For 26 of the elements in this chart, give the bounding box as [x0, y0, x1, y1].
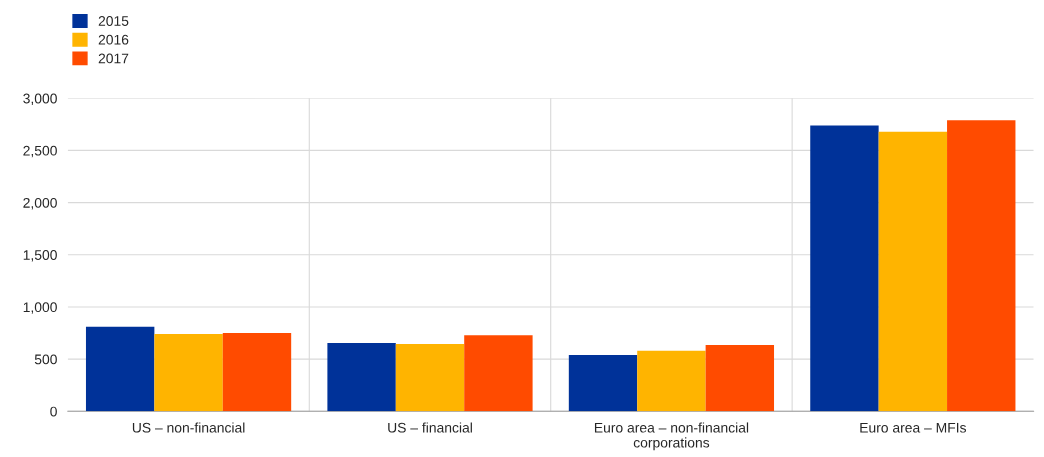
bar [810, 125, 879, 412]
bar [85, 326, 155, 412]
bar [327, 342, 396, 412]
bar [705, 345, 775, 412]
bar [395, 344, 465, 412]
legend-label: 2016 [98, 34, 129, 45]
x-tick-label: Euro area – non-financial corporations [594, 422, 749, 451]
y-tick-label: 1,000 [23, 302, 57, 314]
legend-label: 2015 [98, 16, 129, 26]
x-tick-label: US – financial [388, 422, 472, 433]
x-tick-label: Euro area – MFIs [860, 422, 966, 433]
y-tick-label: 2,500 [23, 145, 57, 158]
bar [464, 335, 533, 412]
y-tick-label: 3,000 [23, 93, 57, 106]
y-tick-label: 0 [50, 406, 57, 417]
bar [947, 120, 1016, 412]
y-tick-label: 2,000 [23, 197, 57, 210]
y-tick-label: 500 [34, 354, 57, 365]
x-tick-label: US – non-financial [132, 422, 245, 433]
bar [222, 333, 292, 412]
legend-label: 2017 [98, 53, 129, 64]
y-tick-label: 1,500 [23, 250, 57, 262]
bar [878, 131, 948, 412]
bar [154, 334, 223, 412]
bar [568, 354, 638, 412]
bar [637, 350, 706, 412]
